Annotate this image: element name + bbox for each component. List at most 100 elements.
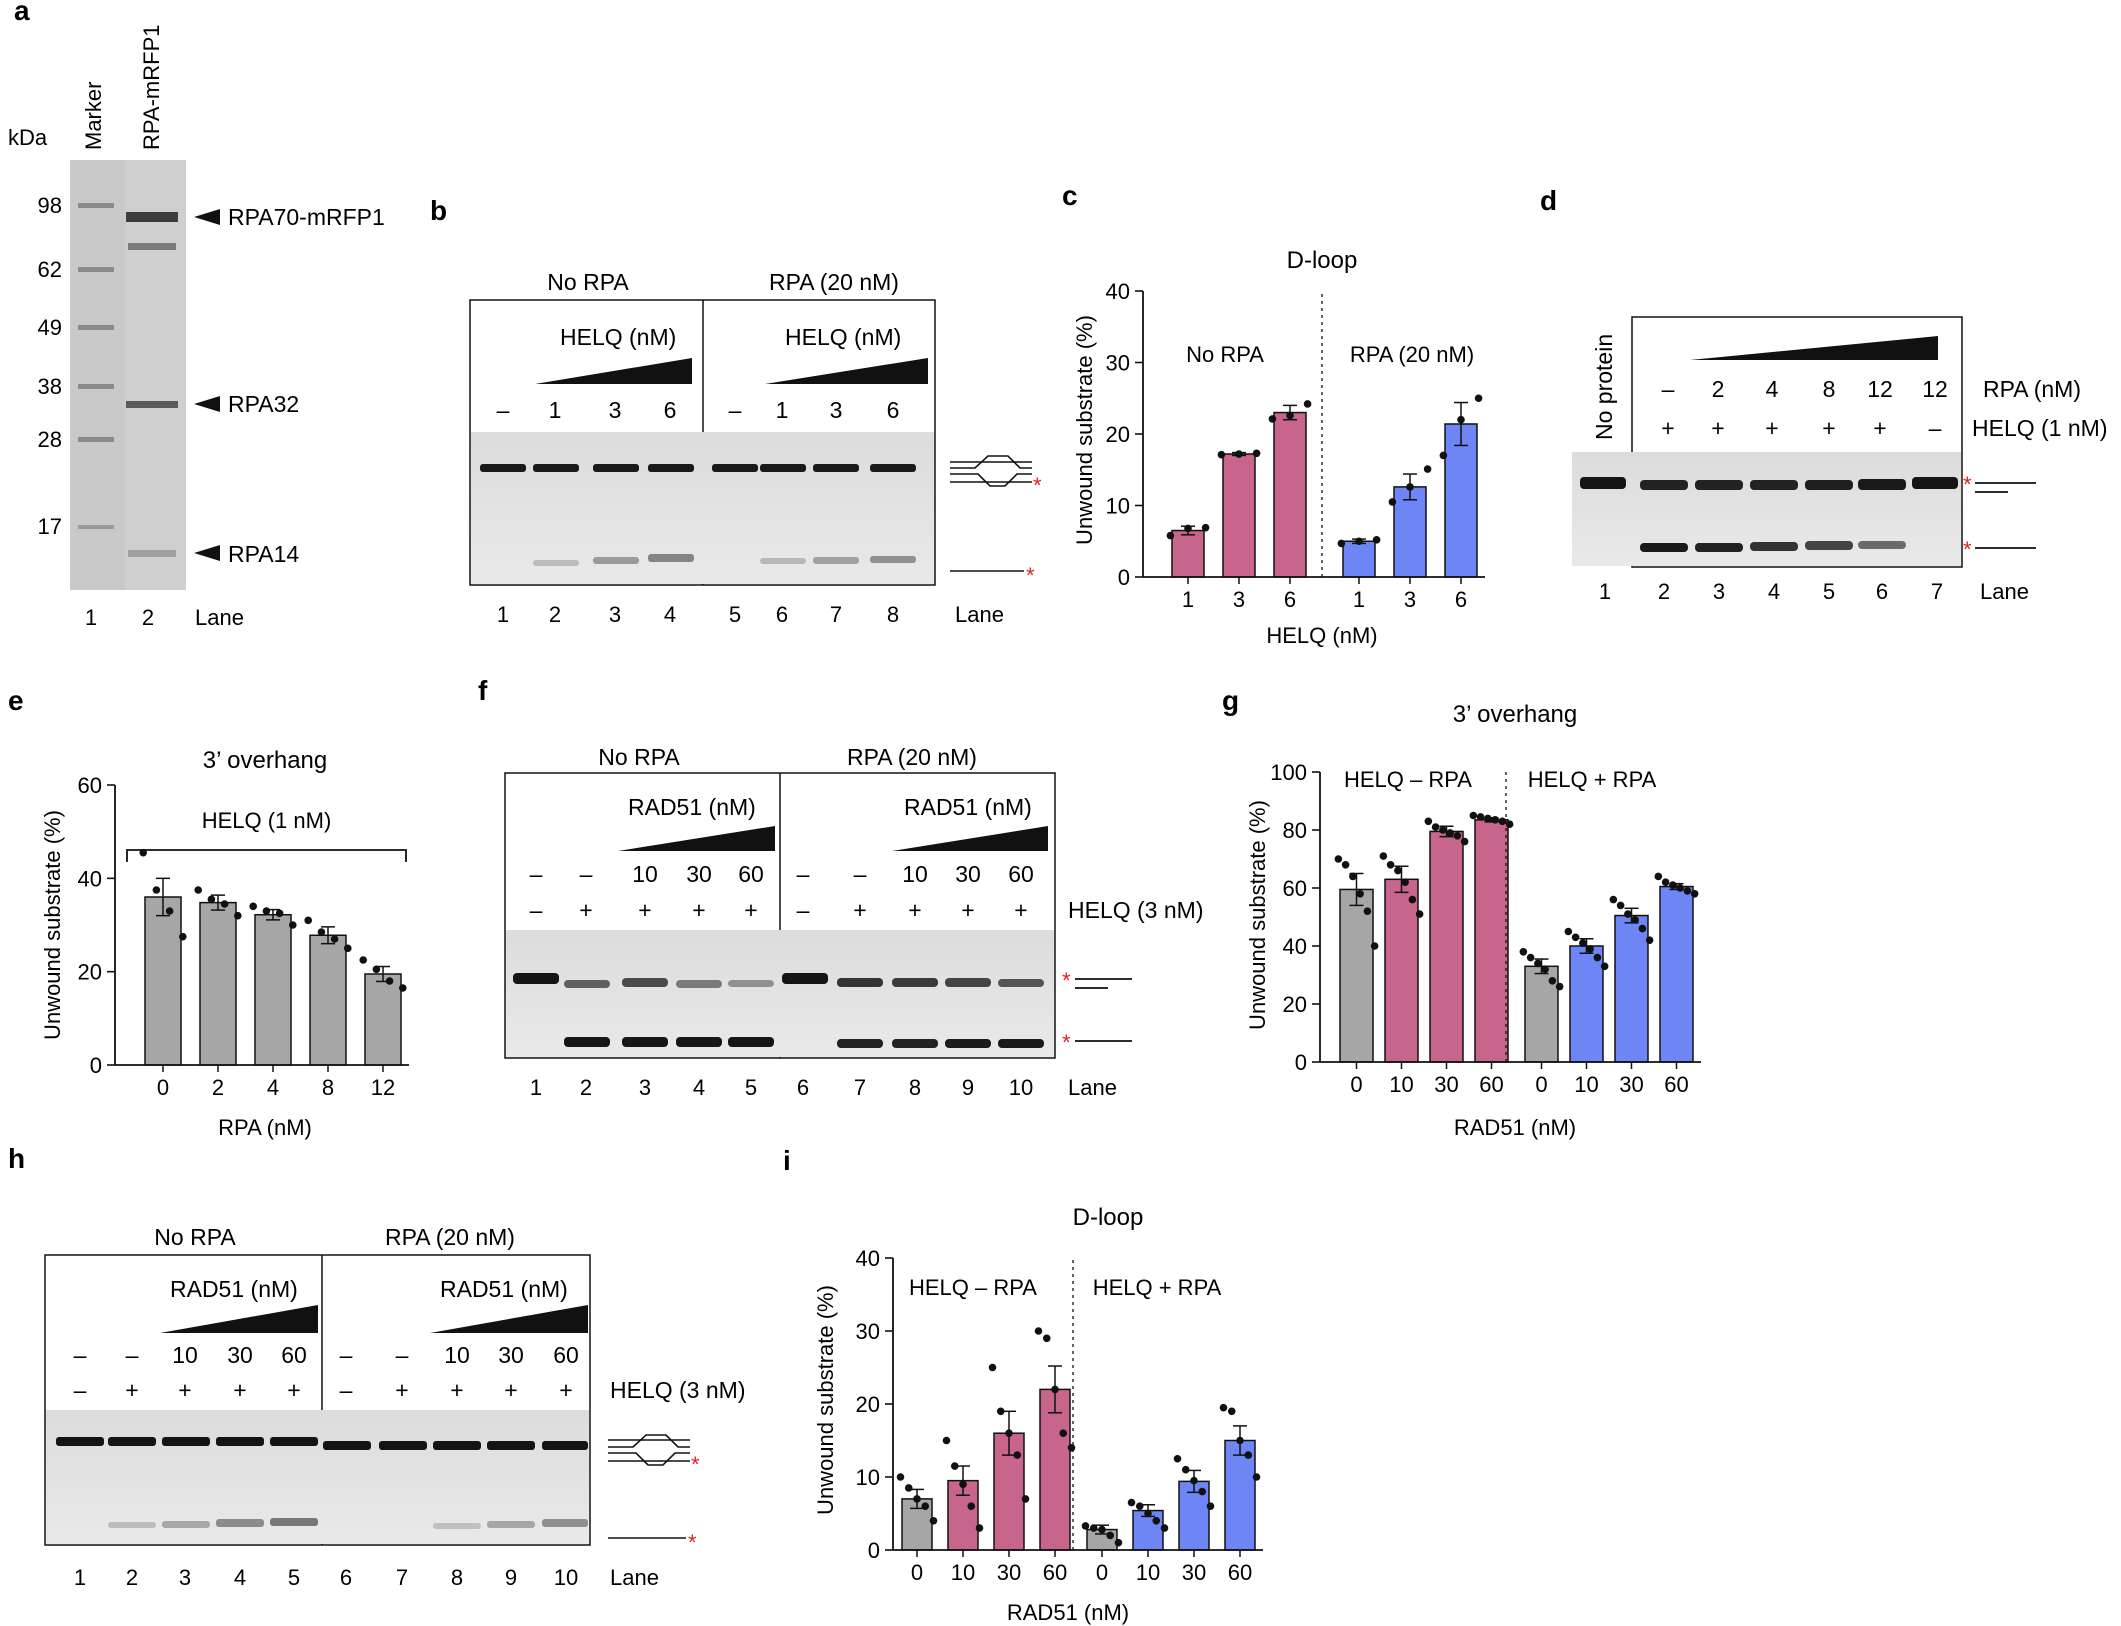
panel-h-right-title: RPA (20 nM) bbox=[385, 1224, 515, 1250]
label-star-icon: * bbox=[688, 1530, 697, 1555]
x-tick-label: 10 bbox=[951, 1560, 975, 1585]
panel-f-top-bands bbox=[513, 973, 1044, 988]
bar bbox=[1614, 914, 1649, 1063]
data-point bbox=[1453, 832, 1462, 840]
bar bbox=[364, 973, 402, 1066]
y-tick-label: 40 bbox=[78, 866, 102, 891]
gel-band bbox=[760, 558, 806, 564]
x-tick-label: 10 bbox=[1389, 1072, 1413, 1097]
panel-h: h No RPA RPA (20 nM) RAD51 (nM) RAD51 (n… bbox=[8, 1143, 745, 1590]
data-point bbox=[152, 886, 161, 894]
panel-h-dloop-schematic-icon bbox=[608, 1434, 690, 1539]
data-point bbox=[1484, 814, 1492, 823]
rad51-conc: – bbox=[396, 1342, 409, 1368]
helq-sign: – bbox=[74, 1377, 87, 1403]
y-tick-label: 30 bbox=[856, 1319, 880, 1344]
bar bbox=[254, 913, 292, 1066]
rad51-conc: 10 bbox=[902, 861, 928, 887]
data-point bbox=[1406, 483, 1414, 491]
gel-band bbox=[542, 1441, 588, 1450]
conc-label: 1 bbox=[549, 397, 562, 423]
bar bbox=[1039, 1388, 1071, 1551]
data-point bbox=[275, 909, 284, 918]
data-point bbox=[1526, 953, 1535, 962]
bracket bbox=[126, 849, 407, 862]
rad51-conc: – bbox=[530, 861, 543, 887]
helq-sign: + bbox=[125, 1377, 138, 1403]
lane-number: 2 bbox=[580, 1075, 592, 1100]
lane-number: 7 bbox=[396, 1565, 408, 1590]
band-rpa32 bbox=[126, 401, 178, 408]
helq-sign: + bbox=[638, 897, 651, 923]
panel-a-kda-label: kDa bbox=[8, 125, 48, 150]
x-tick-label: 10 bbox=[1136, 1560, 1160, 1585]
gel-band bbox=[564, 980, 610, 988]
lane-number: 2 bbox=[549, 602, 561, 627]
data-point bbox=[1415, 910, 1424, 918]
group-label: HELQ + RPA bbox=[1528, 767, 1657, 792]
data-point bbox=[1469, 811, 1478, 820]
lane-number: 6 bbox=[340, 1565, 352, 1590]
gel-band bbox=[108, 1522, 156, 1528]
panel-f-wedge-icon bbox=[892, 826, 1048, 851]
y-tick-label: 100 bbox=[1270, 760, 1307, 785]
panel-f-gel bbox=[506, 930, 1054, 1057]
gel-band bbox=[622, 978, 668, 987]
data-point bbox=[975, 1524, 984, 1532]
helq-sign: + bbox=[450, 1377, 463, 1403]
panel-h-left-title: No RPA bbox=[154, 1224, 236, 1250]
bar bbox=[309, 934, 347, 1066]
helq-sign: + bbox=[1873, 415, 1886, 441]
data-point bbox=[950, 1462, 959, 1470]
marker-band bbox=[78, 525, 114, 529]
rad51-conc: 60 bbox=[738, 861, 764, 887]
conc-label: – bbox=[729, 397, 742, 423]
gel-band bbox=[216, 1437, 264, 1446]
y-tick-label: 0 bbox=[90, 1053, 102, 1078]
gel-band bbox=[1580, 477, 1626, 489]
panel-a-col-marker: Marker bbox=[81, 82, 106, 150]
panel-f-left-title: No RPA bbox=[598, 744, 680, 770]
data-point bbox=[1661, 878, 1670, 886]
conc-label: 1 bbox=[776, 397, 789, 423]
arrow-rpa70-icon bbox=[194, 209, 220, 225]
panel-b-wedge-icon bbox=[535, 358, 692, 384]
x-tick-label: 60 bbox=[1228, 1560, 1252, 1585]
gel-band bbox=[323, 1441, 371, 1450]
band-rpa70-minor bbox=[128, 243, 176, 250]
rad51-conc: – bbox=[797, 861, 810, 887]
gel-band bbox=[892, 978, 938, 987]
helq-sign: + bbox=[744, 897, 757, 923]
lane-number: 3 bbox=[1713, 579, 1725, 604]
x-tick-label: 3 bbox=[1233, 587, 1245, 612]
gel-band bbox=[56, 1437, 104, 1446]
data-point bbox=[1394, 866, 1402, 875]
data-point bbox=[1431, 823, 1440, 831]
data-point bbox=[1388, 498, 1397, 506]
x-axis-label: HELQ (nM) bbox=[1266, 623, 1377, 648]
x-tick-label: 6 bbox=[1455, 587, 1467, 612]
data-point bbox=[1548, 977, 1557, 985]
bar bbox=[1339, 888, 1374, 1063]
data-point bbox=[1334, 855, 1343, 863]
data-point bbox=[385, 977, 394, 985]
data-point bbox=[317, 928, 326, 936]
conc-label: 3 bbox=[830, 397, 843, 423]
gel-band bbox=[513, 973, 559, 984]
data-point bbox=[913, 1495, 921, 1503]
helq-sign: + bbox=[178, 1377, 191, 1403]
panel-a-col-rpa: RPA-mRFP1 bbox=[139, 25, 164, 151]
lane-word: Lane bbox=[955, 602, 1004, 627]
panel-h-bottom-bands bbox=[108, 1518, 588, 1529]
data-point bbox=[1034, 1327, 1043, 1335]
lane-number: 9 bbox=[505, 1565, 517, 1590]
label-star-icon: * bbox=[1963, 537, 1972, 562]
gel-band bbox=[433, 1441, 481, 1450]
x-tick-label: 3 bbox=[1404, 587, 1416, 612]
lane-number: 8 bbox=[909, 1075, 921, 1100]
y-tick-label: 20 bbox=[1283, 992, 1307, 1017]
panel-b-right-title: RPA (20 nM) bbox=[769, 269, 899, 295]
group-label: HELQ + RPA bbox=[1093, 1275, 1222, 1300]
helq-sign: + bbox=[287, 1377, 300, 1403]
gel-band bbox=[1695, 480, 1743, 490]
